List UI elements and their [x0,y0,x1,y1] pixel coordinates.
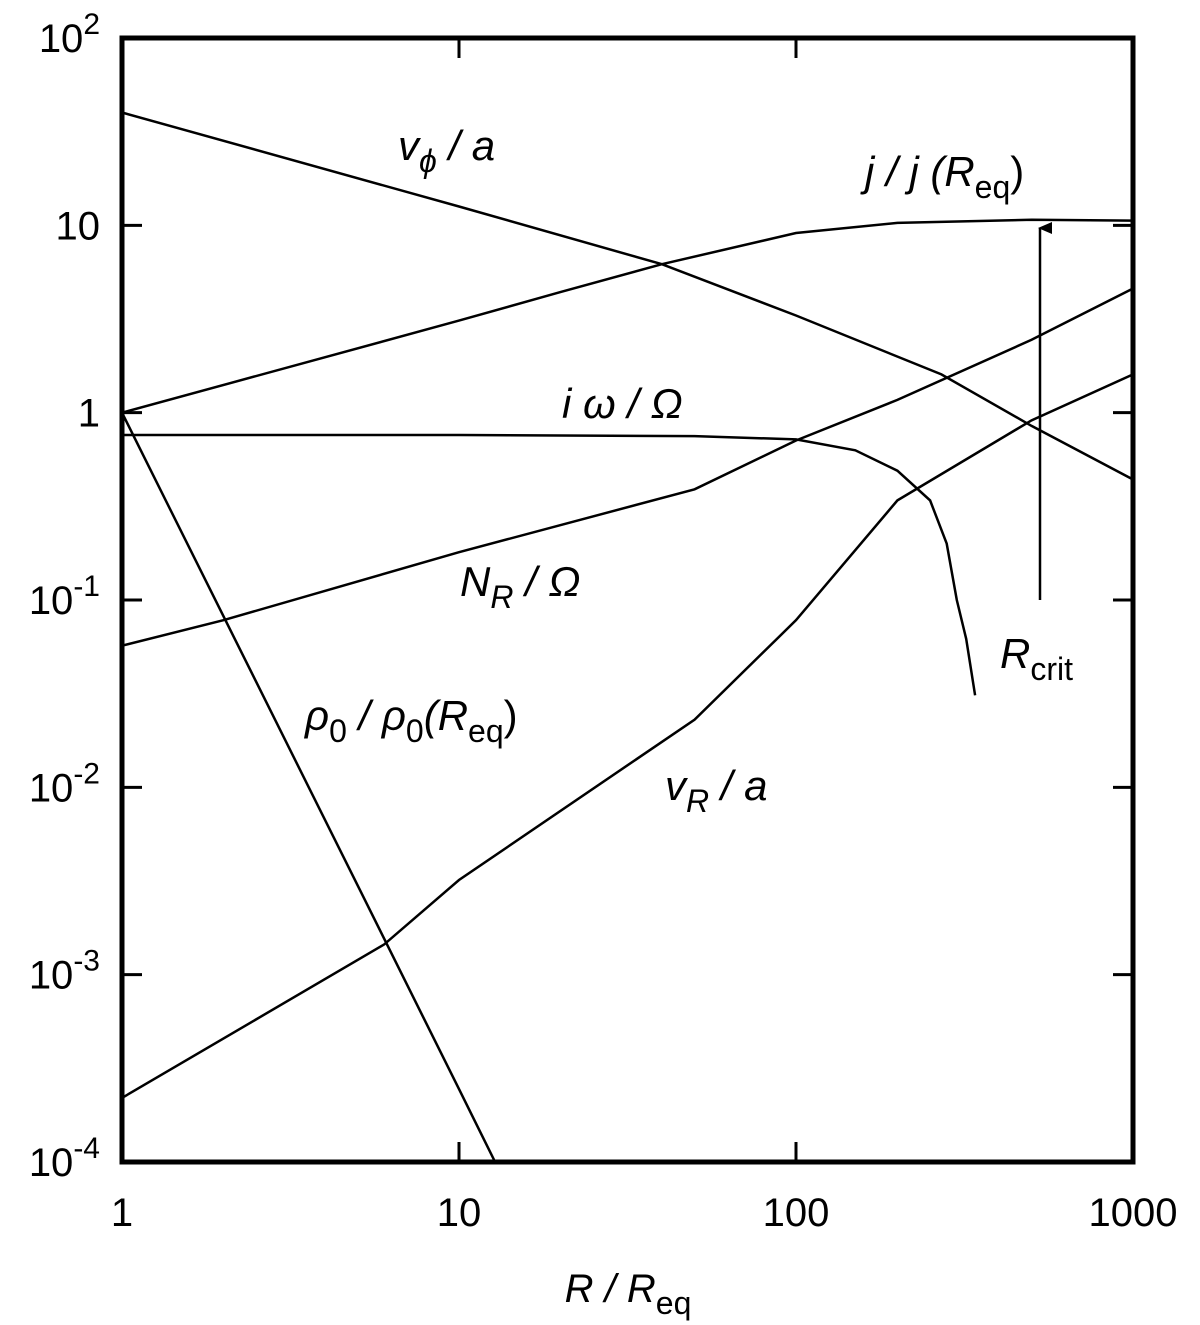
x-axis-label-part: R / R [565,1267,656,1311]
annotation: vϕ / a [398,122,495,179]
annotation-part: ) [1010,148,1024,195]
y-tick-label-base: 10 [29,579,74,623]
y-tick-label: 10-3 [29,945,100,998]
y-tick-label: 10-1 [29,570,100,623]
x-tick-label: 1000 [1089,1191,1178,1235]
annotation-sub: 0 [406,713,424,749]
annotation-part: / ρ [347,692,406,739]
annotation: j / j (Req) [860,148,1024,205]
y-tick-label-base: 10 [39,17,84,61]
y-tick-label: 10-4 [29,1132,100,1185]
annotation-sub: 0 [329,713,347,749]
x-tick-label: 10 [437,1191,482,1235]
line [121,287,1134,647]
plot-area [120,36,1135,1164]
annotation-part: i ω / Ω [562,380,683,427]
y-tick-label-exp: -1 [73,570,100,603]
x-tick-label: 100 [763,1191,830,1235]
y-tick-label: 1 [78,392,100,436]
y-tick-label-exp: -2 [73,757,100,790]
y-tick-label-exp: 2 [83,8,100,41]
annotation-part: ρ [303,692,329,739]
annotation: ρ0 / ρ0(Req) [303,692,518,749]
annotation-part: ) [504,692,518,739]
annotation-sub: R [686,783,709,819]
y-tick-label: 102 [39,8,100,61]
y-tick-label: 10-2 [29,757,100,810]
line [121,218,1134,414]
annotation: i ω / Ω [562,380,683,427]
x-axis-label: R / Req [565,1267,692,1321]
annotation-part: v [665,762,689,809]
y-tick-label-exp: -4 [73,1132,100,1165]
annotation-part: / a [437,122,495,169]
line [122,433,977,696]
annotation: NR / Ω [460,558,580,615]
annotation-sub: ϕ [419,143,437,179]
y-tick-label-base: 10 [29,954,74,998]
annotation-sub: eq [468,713,504,749]
annotation-sub: R [490,579,513,615]
annotation-sub: crit [1030,651,1073,687]
y-tick-label: 10 [56,204,101,248]
line [121,111,1134,481]
annotation: Rcrit [1000,630,1073,687]
line [120,412,497,1163]
plot-frame [119,35,1136,1165]
y-tick-label-base: 10 [29,766,74,810]
annotation-part: (R [424,692,468,739]
y-tick-label-exp: -3 [73,945,100,978]
annotation: vR / a [665,762,767,819]
annotation-part: N [460,558,491,605]
annotation-sub: eq [975,169,1011,205]
line [121,373,1134,1099]
x-axis-label-sub: eq [656,1285,692,1321]
annotation-part: R [1000,630,1030,677]
annotation-part: j / j (R [860,148,975,195]
annotation-part: / a [709,762,767,809]
annotation-part: / Ω [513,558,580,605]
y-tick-label-base: 10 [29,1141,74,1185]
annotation-part: v [398,122,422,169]
x-tick-label: 1 [111,1191,133,1235]
